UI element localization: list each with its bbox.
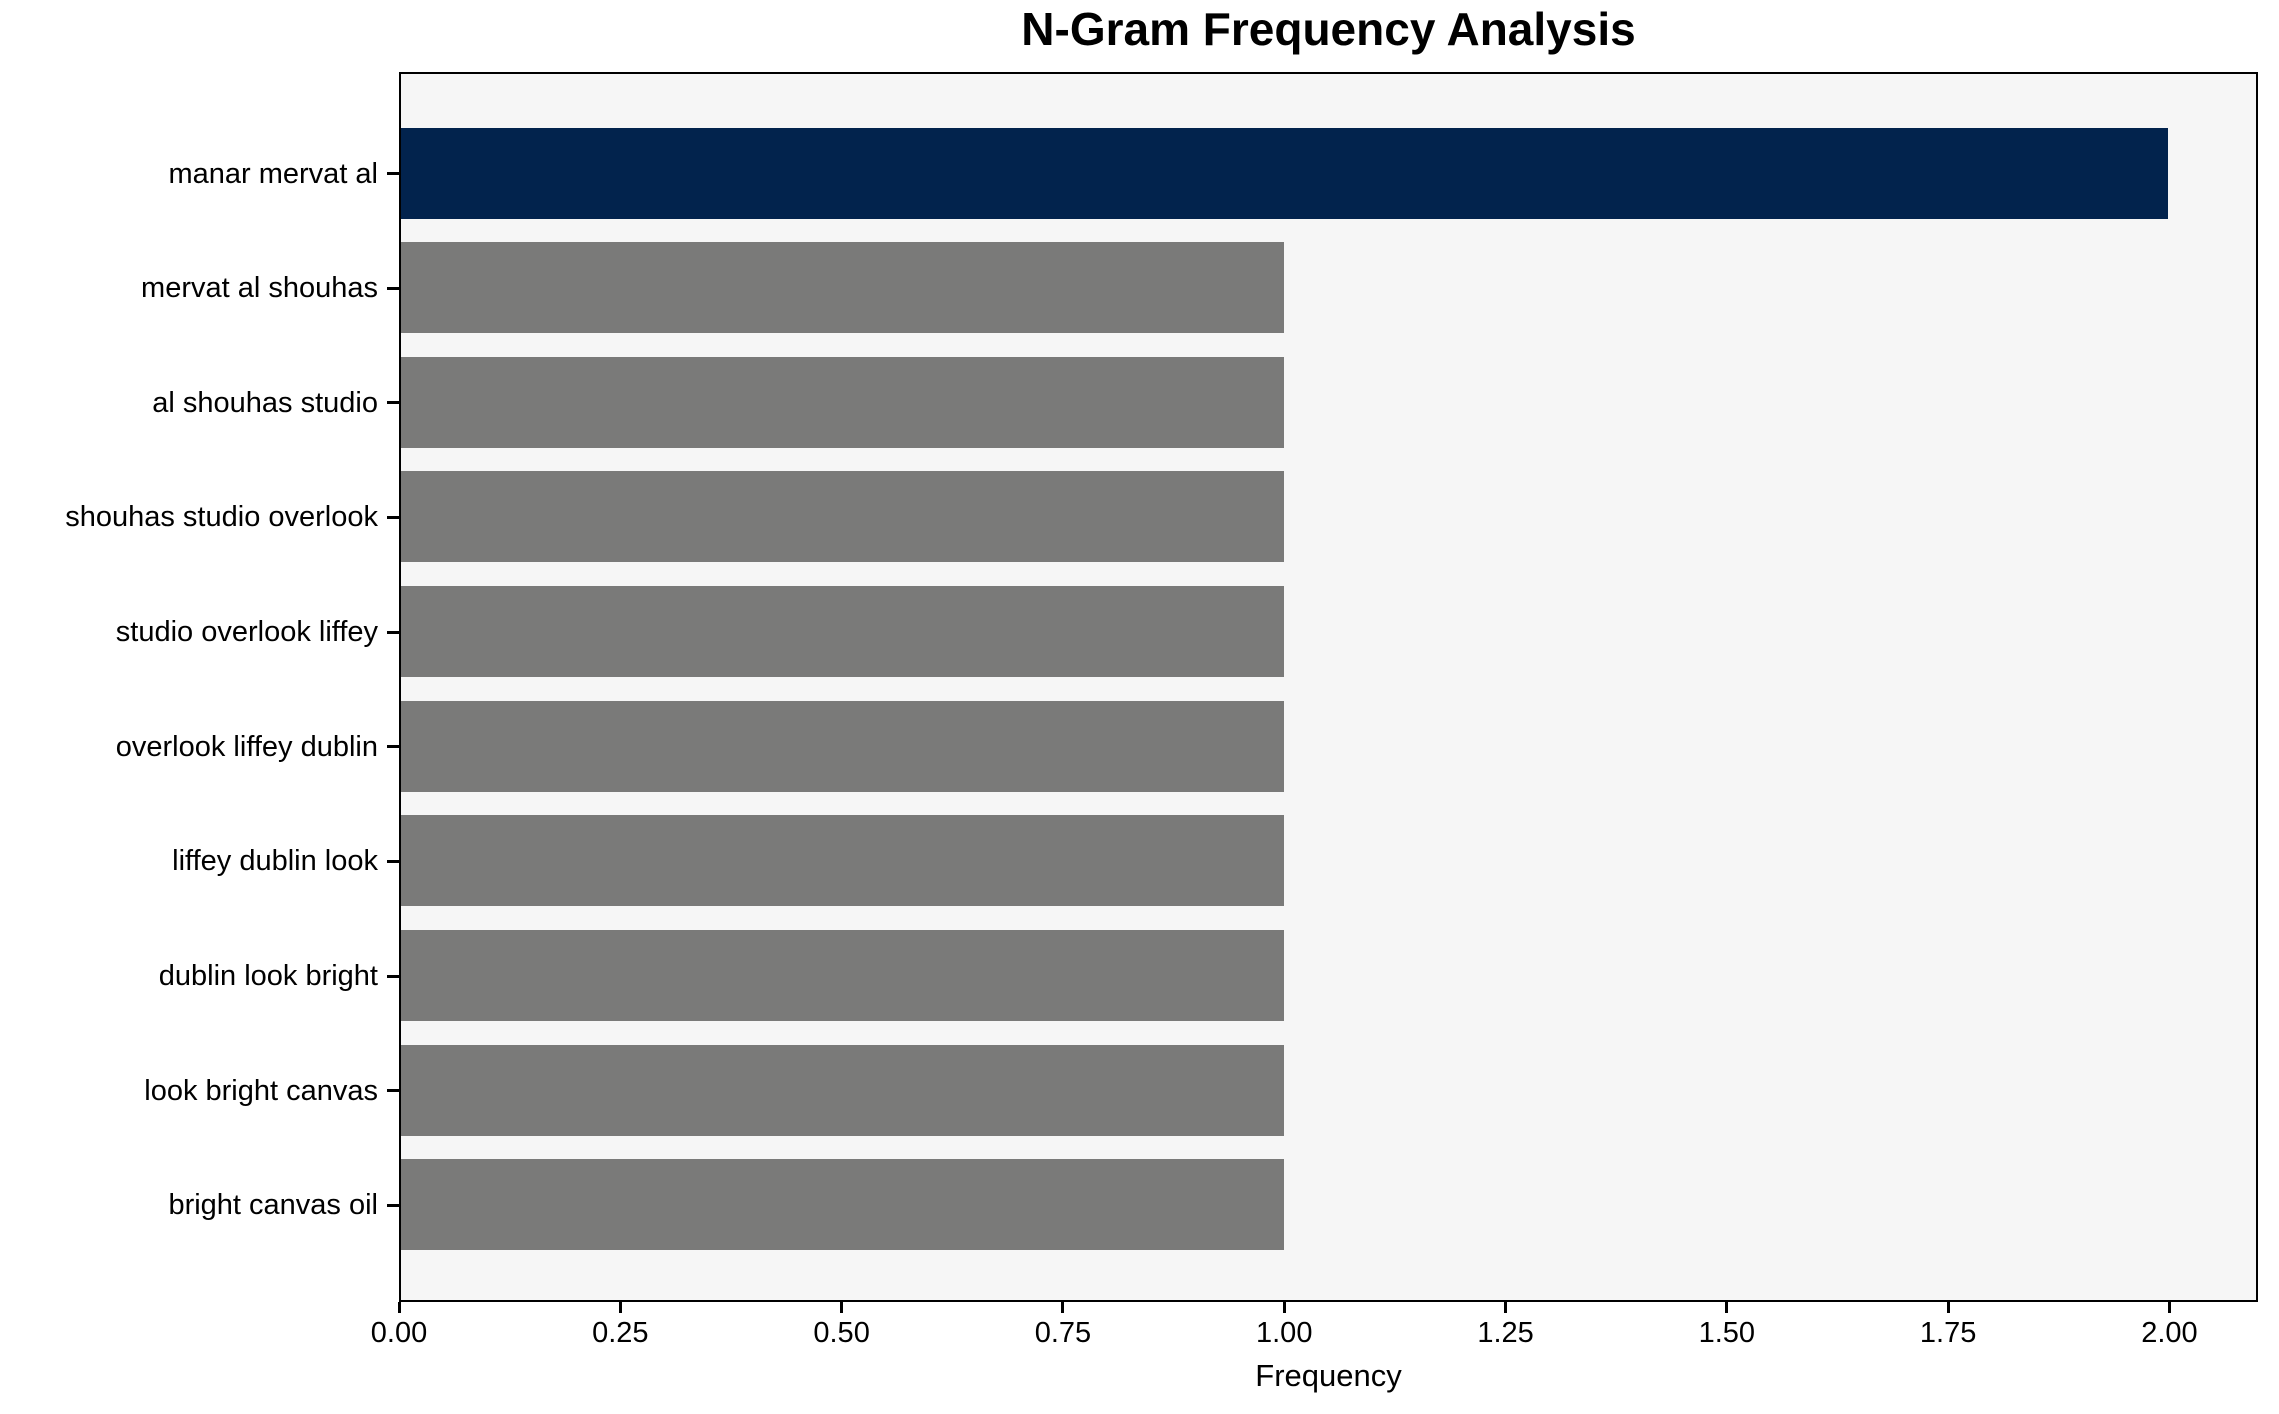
bar bbox=[401, 1159, 1285, 1251]
x-tick-mark bbox=[1504, 1302, 1508, 1313]
bar bbox=[401, 356, 1285, 448]
y-tick-label: mervat al shouhas bbox=[141, 272, 378, 305]
y-tick-label: look bright canvas bbox=[144, 1074, 378, 1107]
y-tick-mark bbox=[387, 745, 399, 749]
bar bbox=[401, 471, 1285, 563]
x-tick-mark bbox=[1946, 1302, 1950, 1313]
y-tick-label: bright canvas oil bbox=[168, 1189, 378, 1222]
x-tick-mark bbox=[1061, 1302, 1065, 1313]
x-tick-mark bbox=[2167, 1302, 2171, 1313]
bar bbox=[401, 700, 1285, 792]
x-tick-mark bbox=[1725, 1302, 1729, 1313]
chart-title: N-Gram Frequency Analysis bbox=[1021, 3, 1636, 55]
y-tick-label: shouhas studio overlook bbox=[65, 501, 378, 534]
x-tick-label: 1.50 bbox=[1698, 1317, 1756, 1349]
x-tick-label: 0.50 bbox=[813, 1317, 870, 1349]
y-tick-label: liffey dublin look bbox=[172, 845, 378, 878]
y-tick-label: overlook liffey dublin bbox=[115, 730, 378, 763]
x-tick-mark bbox=[840, 1302, 844, 1313]
x-tick-label: 0.25 bbox=[592, 1317, 649, 1349]
y-tick-mark bbox=[387, 1203, 399, 1207]
x-tick-label: 0.00 bbox=[370, 1317, 428, 1349]
y-tick-mark bbox=[387, 859, 399, 863]
x-tick-label: 1.00 bbox=[1256, 1317, 1313, 1349]
bar bbox=[401, 815, 1285, 907]
bar bbox=[401, 586, 1285, 678]
y-tick-mark bbox=[387, 1089, 399, 1093]
x-tick-label: 1.75 bbox=[1919, 1317, 1977, 1349]
bar bbox=[401, 1044, 1285, 1136]
y-tick-label: studio overlook liffey bbox=[115, 616, 378, 649]
y-tick-mark bbox=[387, 630, 399, 634]
x-tick-mark bbox=[1282, 1302, 1286, 1313]
y-tick-mark bbox=[387, 401, 399, 405]
y-tick-mark bbox=[387, 286, 399, 290]
y-tick-label: dublin look bright bbox=[158, 960, 378, 993]
bar bbox=[401, 242, 1285, 334]
y-tick-mark bbox=[387, 515, 399, 519]
x-tick-mark bbox=[397, 1302, 401, 1313]
x-tick-label: 2.00 bbox=[2141, 1317, 2198, 1349]
x-tick-mark bbox=[618, 1302, 622, 1313]
y-tick-mark bbox=[387, 974, 399, 978]
y-tick-label: al shouhas studio bbox=[152, 386, 378, 419]
y-tick-label: manar mervat al bbox=[168, 157, 378, 190]
plot-area bbox=[399, 72, 2258, 1302]
bar bbox=[401, 930, 1285, 1022]
x-tick-label: 0.75 bbox=[1034, 1317, 1092, 1349]
x-tick-label: 1.25 bbox=[1477, 1317, 1534, 1349]
x-axis-title: Frequency bbox=[1255, 1358, 1402, 1393]
y-tick-mark bbox=[387, 172, 399, 175]
bar bbox=[401, 127, 2168, 219]
